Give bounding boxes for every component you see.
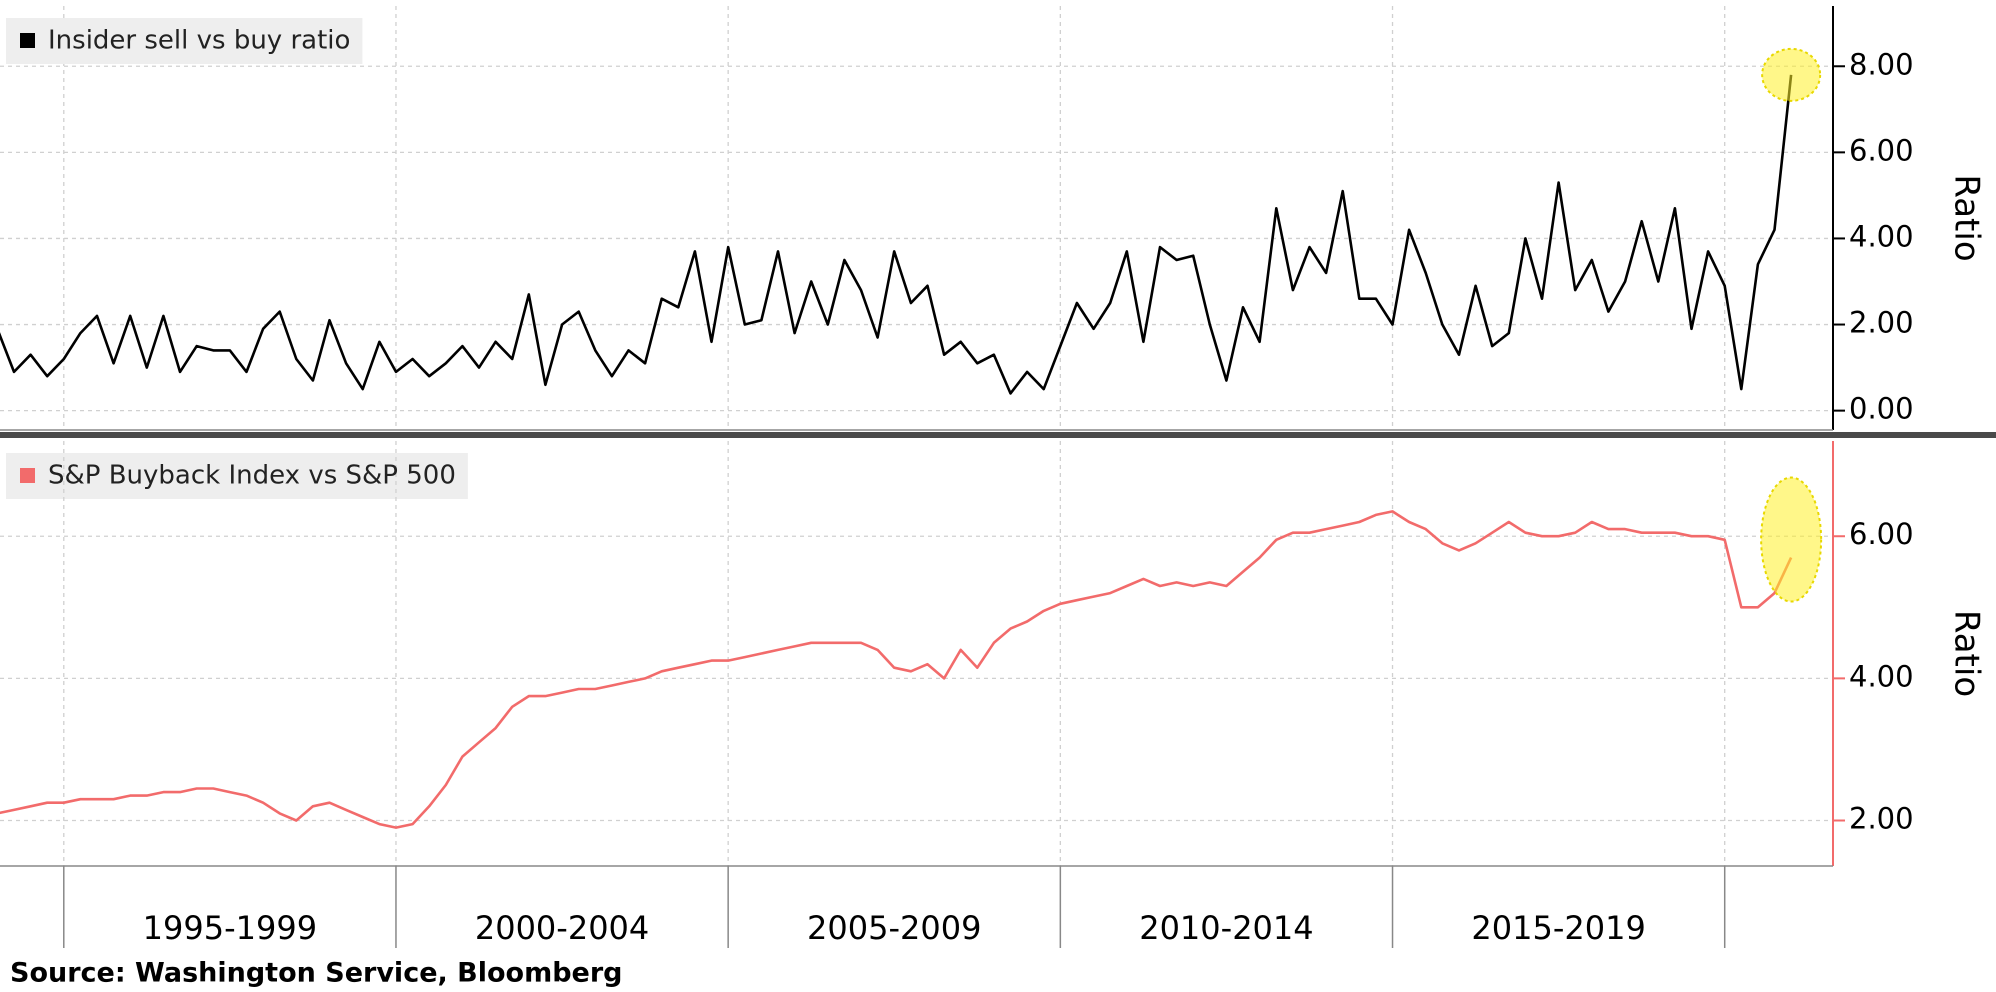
y-tick-label: 2.00: [1849, 802, 1914, 836]
y-axis-label: Ratio: [1947, 610, 1987, 697]
source: Source: Washington Service, Bloomberg: [10, 958, 623, 989]
y-tick-label: 4.00: [1849, 219, 1914, 253]
series-line: [0, 74, 1793, 395]
legend-box: [6, 453, 468, 499]
x-tick-label: 2010-2014: [1139, 909, 1313, 947]
legend-label: S&P Buyback Index vs S&P 500: [48, 461, 456, 491]
x-tick-label: 2015-2019: [1471, 909, 1645, 947]
series-line: [0, 510, 1793, 829]
y-tick-label: 6.00: [1849, 133, 1914, 167]
x-tick-label: 2000-2004: [475, 909, 649, 947]
legend-swatch: [20, 33, 35, 48]
y-tick-label: 2.00: [1849, 306, 1914, 340]
highlight: [1761, 47, 1822, 102]
legend-swatch: [20, 468, 35, 483]
y-tick-label: 0.00: [1849, 392, 1914, 426]
y-tick-label: 6.00: [1849, 517, 1914, 551]
y-axis-label: Ratio: [1947, 174, 1987, 261]
legend: [6, 18, 363, 64]
divider: [0, 432, 1996, 438]
legend-box: [6, 18, 363, 64]
highlight: [1760, 476, 1823, 603]
y-tick-label: 4.00: [1849, 659, 1914, 693]
y-tick-label: 8.00: [1849, 47, 1914, 81]
legend-label: Insider sell vs buy ratio: [48, 26, 350, 56]
x-tick-label: 2005-2009: [807, 909, 981, 947]
legend: [6, 453, 468, 499]
x-tick-label: 1995-1999: [143, 909, 317, 947]
